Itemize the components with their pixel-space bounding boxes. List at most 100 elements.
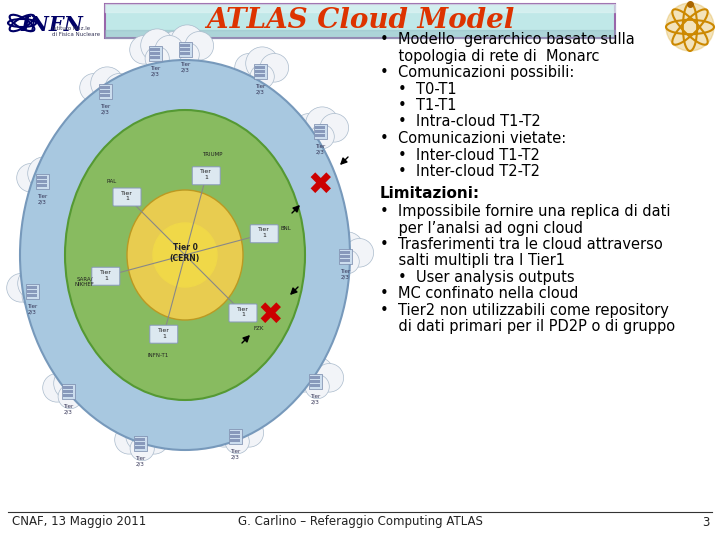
Bar <box>150 56 160 59</box>
Bar <box>100 94 110 97</box>
Circle shape <box>260 53 289 82</box>
Circle shape <box>315 363 343 392</box>
FancyBboxPatch shape <box>338 248 351 264</box>
Bar <box>310 380 320 383</box>
Bar <box>37 176 47 179</box>
Text: ATLAS Cloud Model: ATLAS Cloud Model <box>206 8 514 35</box>
Circle shape <box>225 429 249 454</box>
Bar <box>37 180 47 183</box>
Text: Tier
2/3: Tier 2/3 <box>180 62 190 73</box>
Circle shape <box>18 267 50 300</box>
FancyBboxPatch shape <box>25 284 38 299</box>
Text: Istituto Naz.le
di Fisica Nucleare: Istituto Naz.le di Fisica Nucleare <box>52 26 100 37</box>
Bar <box>340 251 350 254</box>
FancyBboxPatch shape <box>35 173 48 188</box>
Text: CNAF, 13 Maggio 2011: CNAF, 13 Maggio 2011 <box>12 516 146 529</box>
Circle shape <box>171 25 204 58</box>
Circle shape <box>32 273 60 302</box>
Text: TRIUMP: TRIUMP <box>202 152 222 157</box>
Text: •  Intra-cloud T1-T2: • Intra-cloud T1-T2 <box>398 114 541 130</box>
Bar <box>315 134 325 137</box>
Text: Tier
 1: Tier 1 <box>237 307 249 318</box>
Text: Tier
2/3: Tier 2/3 <box>230 449 240 460</box>
Bar <box>135 438 145 441</box>
Bar <box>100 90 110 93</box>
Circle shape <box>91 67 124 100</box>
Bar <box>230 439 240 442</box>
Text: 3: 3 <box>703 516 710 529</box>
Circle shape <box>145 46 169 71</box>
Text: •  Trasferimenti tra le cloud attraverso: • Trasferimenti tra le cloud attraverso <box>380 237 662 252</box>
Bar <box>63 394 73 397</box>
Text: Tier
2/3: Tier 2/3 <box>310 394 320 405</box>
Text: •  T1-T1: • T1-T1 <box>398 98 456 113</box>
FancyBboxPatch shape <box>253 64 266 78</box>
Circle shape <box>54 367 86 400</box>
Text: di dati primari per il PD2P o di gruppo: di dati primari per il PD2P o di gruppo <box>380 320 675 334</box>
Bar <box>230 435 240 438</box>
Circle shape <box>105 73 134 102</box>
Text: Tier
2/3: Tier 2/3 <box>27 304 37 315</box>
FancyBboxPatch shape <box>192 167 220 185</box>
FancyBboxPatch shape <box>308 374 322 388</box>
Text: Limitazioni:: Limitazioni: <box>380 186 480 201</box>
Bar <box>63 390 73 393</box>
Circle shape <box>155 36 184 64</box>
Circle shape <box>310 125 334 148</box>
Bar <box>100 86 110 89</box>
Bar <box>315 126 325 129</box>
Circle shape <box>130 436 154 461</box>
Circle shape <box>140 426 168 454</box>
Text: SARA/
NIKHEF: SARA/ NIKHEF <box>75 276 94 287</box>
Circle shape <box>306 107 338 140</box>
Bar <box>255 70 265 73</box>
Circle shape <box>160 31 189 60</box>
Circle shape <box>68 374 96 402</box>
Bar <box>340 255 350 258</box>
Circle shape <box>17 164 45 192</box>
Text: •  Tier2 non utilizzabili come repository: • Tier2 non utilizzabili come repository <box>380 303 669 318</box>
Text: Tier
2/3: Tier 2/3 <box>100 104 110 115</box>
Circle shape <box>294 113 323 142</box>
Bar <box>230 431 240 434</box>
Text: salti multipli tra I Tier1: salti multipli tra I Tier1 <box>380 253 565 268</box>
Bar <box>340 259 350 262</box>
FancyBboxPatch shape <box>148 45 161 60</box>
Bar <box>135 446 145 449</box>
Bar <box>2 5 102 45</box>
Circle shape <box>335 249 359 274</box>
Text: BNL: BNL <box>280 226 291 231</box>
Bar <box>63 386 73 389</box>
Bar <box>150 52 160 55</box>
Circle shape <box>320 239 348 267</box>
FancyBboxPatch shape <box>61 383 74 399</box>
FancyBboxPatch shape <box>179 42 192 57</box>
Circle shape <box>305 375 329 399</box>
Bar <box>255 74 265 77</box>
Circle shape <box>80 73 108 102</box>
Text: Tier
 1: Tier 1 <box>121 191 133 201</box>
Text: Tier 0
(CERN): Tier 0 (CERN) <box>170 244 200 262</box>
Ellipse shape <box>20 60 350 450</box>
Ellipse shape <box>127 190 243 320</box>
Text: •  MC confinato nella cloud: • MC confinato nella cloud <box>380 287 578 301</box>
Circle shape <box>130 36 158 64</box>
Bar <box>27 286 37 289</box>
Text: Tier
 1: Tier 1 <box>158 328 170 339</box>
Circle shape <box>22 285 46 309</box>
Ellipse shape <box>65 110 305 400</box>
Text: INFN-T1: INFN-T1 <box>148 353 168 358</box>
Circle shape <box>185 31 214 60</box>
Circle shape <box>289 363 318 392</box>
Circle shape <box>42 374 71 402</box>
FancyBboxPatch shape <box>150 325 178 343</box>
Bar <box>315 130 325 133</box>
Bar <box>180 52 190 55</box>
Bar <box>180 44 190 47</box>
Text: Tier
2/3: Tier 2/3 <box>150 66 160 77</box>
Text: Tier
2/3: Tier 2/3 <box>340 269 350 280</box>
FancyBboxPatch shape <box>133 435 146 450</box>
FancyBboxPatch shape <box>313 124 326 138</box>
Circle shape <box>246 47 279 80</box>
Circle shape <box>27 157 60 190</box>
